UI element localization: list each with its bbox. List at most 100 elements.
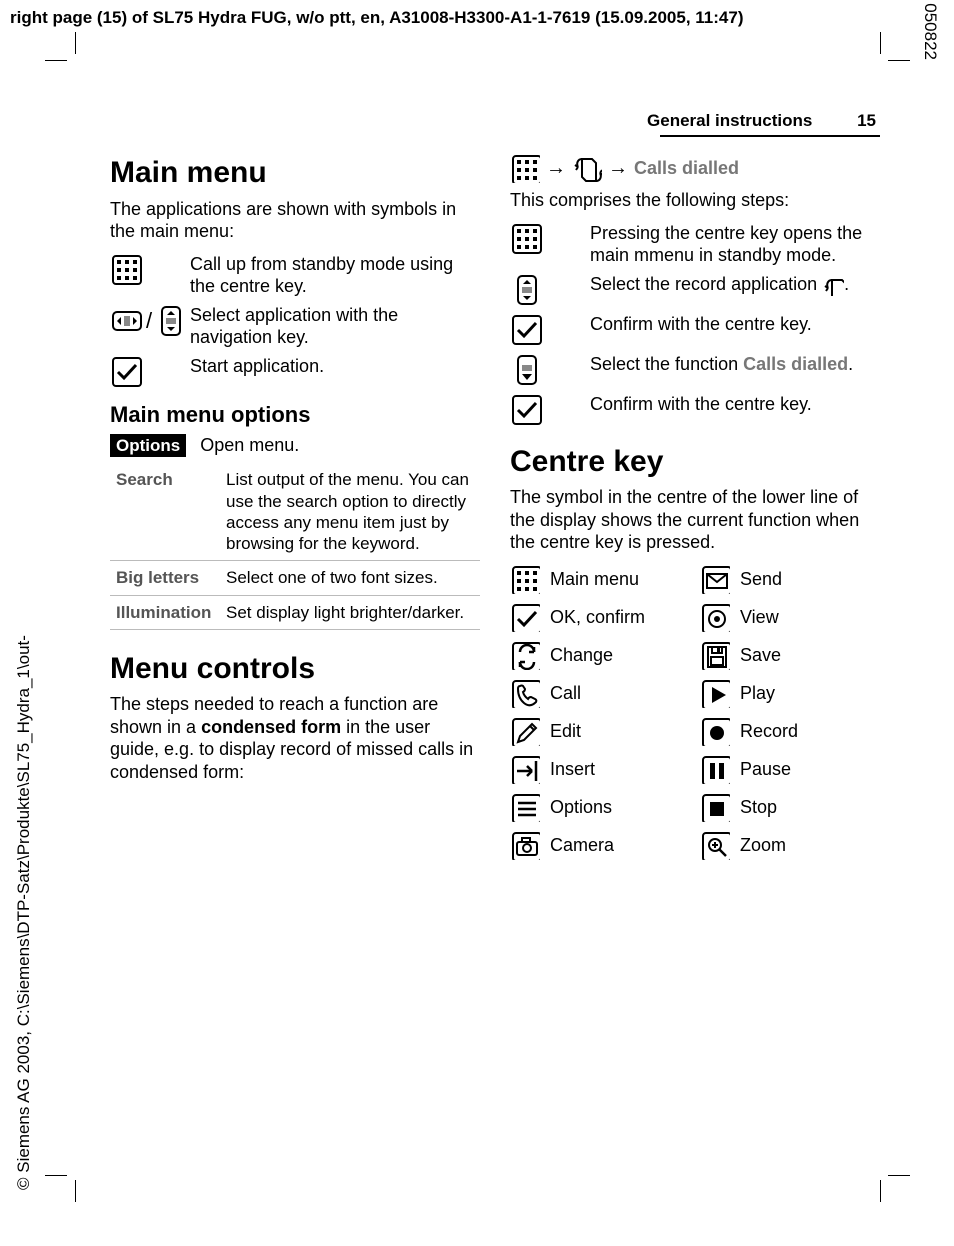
running-head-page-number: 15 <box>857 111 876 130</box>
running-head: General instructions 15 <box>510 110 880 131</box>
centre-item-save: Save <box>700 640 880 670</box>
record-icon <box>700 716 730 746</box>
view-icon <box>700 602 730 632</box>
centre-item-stop: Stop <box>700 792 880 822</box>
centre-item-view: View <box>700 602 880 632</box>
main-menu-row-3-text: Start application. <box>190 355 480 378</box>
nav-vertical-icon <box>510 273 544 307</box>
heading-main-menu-options: Main menu options <box>110 401 480 429</box>
running-head-title: General instructions <box>647 111 812 130</box>
page-content: Main menu The applications are shown wit… <box>110 110 880 868</box>
text-fragment: . <box>848 354 853 374</box>
centre-item-label: Change <box>550 644 613 667</box>
options-cell-value: Set display light brighter/darker. <box>220 595 480 629</box>
running-head-rule <box>660 135 880 137</box>
centre-key-icon-grid: Main menu OK, confirm Change Call Edit I… <box>510 564 880 868</box>
main-menu-intro: The applications are shown with symbols … <box>110 198 480 243</box>
send-icon <box>700 564 730 594</box>
centre-item-main-menu: Main menu <box>510 564 690 594</box>
centre-item-label: View <box>740 606 779 629</box>
centre-item-zoom: Zoom <box>700 830 880 860</box>
text-bold: Calls dialled <box>743 354 848 374</box>
check-icon <box>510 602 540 632</box>
centre-item-label: Camera <box>550 834 614 857</box>
prepress-header: right page (15) of SL75 Hydra FUG, w/o p… <box>0 0 954 32</box>
arrow-icon: → <box>546 156 566 181</box>
options-row-big-letters: Big letters Select one of two font sizes… <box>110 561 480 595</box>
text-fragment: Select the record application <box>590 274 822 294</box>
centre-item-label: Pause <box>740 758 791 781</box>
edit-icon <box>510 716 540 746</box>
centre-item-edit: Edit <box>510 716 690 746</box>
phone-swap-icon <box>572 153 602 183</box>
centre-item-label: Stop <box>740 796 777 819</box>
options-icon <box>510 792 540 822</box>
main-menu-row-1: Call up from standby mode using the cent… <box>110 253 480 298</box>
stop-icon <box>700 792 730 822</box>
main-menu-row-2: / Select application with the navigation… <box>110 304 480 349</box>
nav-horizontal-icon <box>110 304 144 338</box>
slash: / <box>146 307 152 335</box>
heading-centre-key: Centre key <box>510 443 880 481</box>
centre-item-call: Call <box>510 678 690 708</box>
centre-item-pause: Pause <box>700 754 880 784</box>
options-cell-key: Big letters <box>110 561 220 595</box>
step-row-4: Select the function Calls dialled. <box>510 353 880 387</box>
step-3-text: Confirm with the centre key. <box>590 313 880 336</box>
options-softkey-label: Options <box>110 434 186 457</box>
centre-item-label: Options <box>550 796 612 819</box>
grid-icon <box>510 222 544 256</box>
centre-item-label: Edit <box>550 720 581 743</box>
column-left: Main menu The applications are shown wit… <box>110 110 480 868</box>
centre-item-label: Insert <box>550 758 595 781</box>
options-cell-value: List output of the menu. You can use the… <box>220 463 480 561</box>
step-row-3: Confirm with the centre key. <box>510 313 880 347</box>
text-fragment: Select the function <box>590 354 743 374</box>
grid-icon <box>510 153 540 183</box>
options-open-text: Open menu. <box>200 434 299 457</box>
step-row-2: Select the record application . <box>510 273 880 307</box>
centre-item-label: OK, confirm <box>550 606 645 629</box>
step-1-text: Pressing the centre key opens the main m… <box>590 222 880 267</box>
grid-icon <box>510 564 540 594</box>
centre-item-send: Send <box>700 564 880 594</box>
zoom-icon <box>700 830 730 860</box>
centre-key-col-left: Main menu OK, confirm Change Call Edit I… <box>510 564 690 868</box>
main-menu-row-1-text: Call up from standby mode using the cent… <box>190 253 480 298</box>
centre-key-col-right: Send View Save Play Record Pause Stop Zo… <box>700 564 880 868</box>
options-table: Search List output of the menu. You can … <box>110 463 480 630</box>
pause-icon <box>700 754 730 784</box>
centre-item-options: Options <box>510 792 690 822</box>
text-bold: condensed form <box>201 717 341 737</box>
centre-item-label: Save <box>740 644 781 667</box>
menu-controls-paragraph: The steps needed to reach a function are… <box>110 693 480 783</box>
options-cell-key: Search <box>110 463 220 561</box>
nav-target-label: Calls dialled <box>634 157 739 180</box>
check-icon <box>510 393 544 427</box>
centre-item-label: Call <box>550 682 581 705</box>
step-4-text: Select the function Calls dialled. <box>590 353 880 376</box>
column-right: General instructions 15 → → Calls dialle… <box>510 110 880 868</box>
nav-vertical-icon <box>154 304 188 338</box>
step-row-1: Pressing the centre key opens the main m… <box>510 222 880 267</box>
centre-item-ok: OK, confirm <box>510 602 690 632</box>
change-icon <box>510 640 540 670</box>
heading-menu-controls: Menu controls <box>110 650 480 688</box>
check-icon <box>110 355 144 389</box>
centre-item-camera: Camera <box>510 830 690 860</box>
step-5-text: Confirm with the centre key. <box>590 393 880 416</box>
camera-icon <box>510 830 540 860</box>
call-icon <box>510 678 540 708</box>
arrow-icon: → <box>608 156 628 181</box>
condensed-nav-line: → → Calls dialled <box>510 153 880 183</box>
grid-icon <box>110 253 144 287</box>
step-2-text: Select the record application . <box>590 273 880 296</box>
centre-item-label: Send <box>740 568 782 591</box>
centre-key-paragraph: The symbol in the centre of the lower li… <box>510 486 880 554</box>
play-icon <box>700 678 730 708</box>
centre-item-play: Play <box>700 678 880 708</box>
prepress-footer-right: Template: X75, Version 2.2;VAR Language:… <box>920 0 940 60</box>
centre-item-record: Record <box>700 716 880 746</box>
insert-icon <box>510 754 540 784</box>
options-cell-value: Select one of two font sizes. <box>220 561 480 595</box>
